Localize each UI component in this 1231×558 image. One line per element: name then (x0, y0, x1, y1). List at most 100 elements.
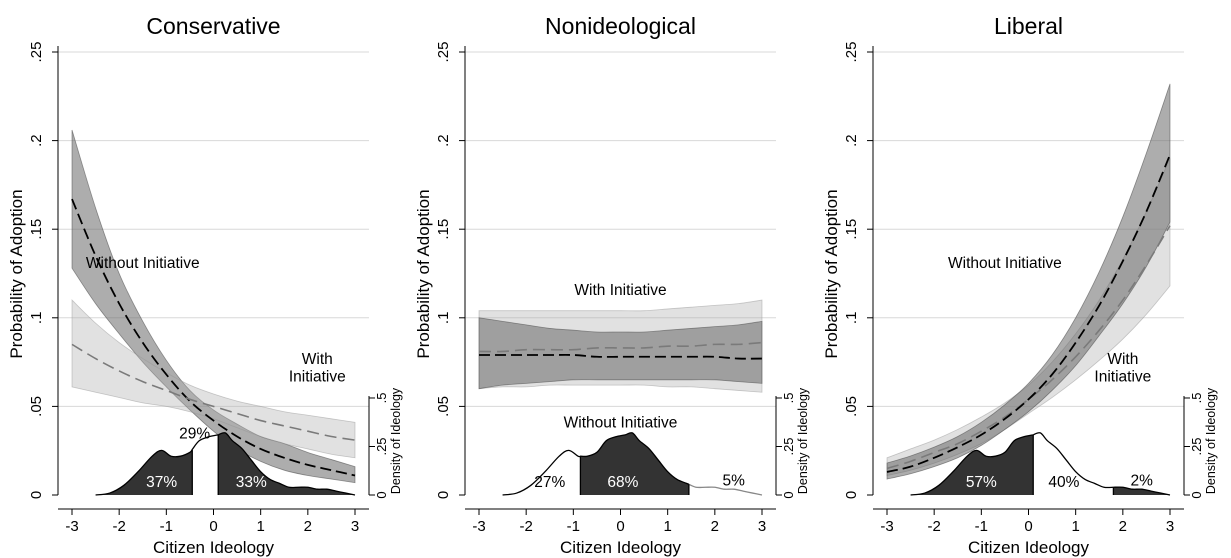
panel-1: 0 .05 .1 .15 .2 .25 -3 -2 -1 0 1 2 3 0 .25 .5 Probabilit… (414, 13, 810, 557)
y-axis-title: Probability of Adoption (7, 189, 26, 358)
density-segment (1033, 432, 1114, 495)
series-line-without (71, 198, 356, 477)
annotation-pct-left: 27% (534, 474, 565, 491)
annotation-with-label-1: With (302, 351, 333, 368)
y-tick-label: 0 (28, 491, 45, 499)
density-curve (580, 432, 690, 485)
density-segment (910, 434, 1034, 495)
y-tick-label: .05 (28, 396, 45, 417)
x-tick-label: 1 (1071, 518, 1079, 535)
x-tick-label: -1 (160, 518, 173, 535)
panel-0: 0 .05 .1 .15 .2 .25 -3 -2 -1 0 1 2 3 0 .25 .5 Probabilit… (7, 13, 403, 557)
y-axis-title: Probability of Adoption (414, 189, 433, 358)
x-axis-title: Citizen Ideology (153, 538, 274, 557)
y-tick-label: .25 (435, 42, 452, 63)
annotation-pct-left: 57% (966, 474, 997, 491)
ci-band-without (478, 317, 763, 390)
density-segment (95, 449, 193, 495)
y-axis-title: Probability of Adoption (822, 189, 841, 358)
y2-axis-title: Density of Ideology (796, 387, 810, 494)
series-line-with (71, 343, 356, 441)
y2-tick-label: .25 (1189, 437, 1204, 455)
y-tick-label: .2 (28, 134, 45, 147)
x-tick-label: 2 (304, 518, 312, 535)
x-tick-label: -1 (567, 518, 580, 535)
y-tick-label: .05 (843, 396, 860, 417)
density-curve (1113, 486, 1171, 496)
x-tick-label: -2 (519, 518, 532, 535)
x-tick-label: -3 (65, 518, 78, 535)
density-curve (910, 434, 1034, 496)
x-tick-label: 2 (711, 518, 719, 535)
y-tick-label: .2 (843, 134, 860, 147)
x-tick-label: 0 (616, 518, 624, 535)
y2-axis-title: Density of Ideology (1204, 387, 1218, 494)
x-tick-label: -2 (112, 518, 125, 535)
density-segment (1113, 487, 1170, 495)
y-tick-label: .15 (843, 219, 860, 240)
annotation-pct-right: 33% (236, 474, 267, 491)
x-tick-label: -2 (927, 518, 940, 535)
y2-tick-label: 0 (781, 491, 796, 498)
x-tick-label: 0 (1024, 518, 1032, 535)
y-tick-label: .15 (435, 219, 452, 240)
y-tick-label: .1 (843, 312, 860, 325)
density-curve (1032, 432, 1114, 489)
ci-band-without (886, 83, 1171, 480)
x-tick-label: -3 (880, 518, 893, 535)
x-tick-label: 3 (1166, 518, 1174, 535)
y2-tick-label: 0 (1189, 491, 1204, 498)
ci-band-without (71, 129, 356, 484)
density-segment (192, 434, 219, 495)
y2-axis-title: Density of Ideology (389, 387, 403, 494)
density-curve (191, 434, 219, 450)
annotation-pct-left: 37% (146, 474, 177, 491)
x-tick-label: 1 (663, 518, 671, 535)
density-curve (95, 448, 193, 496)
y-tick-label: .1 (435, 312, 452, 325)
annotation-pct-mid: 29% (179, 425, 210, 442)
density-curve (502, 449, 581, 496)
panel-title: Conservative (146, 13, 280, 39)
annotation-without-label: Without Initiative (86, 255, 200, 272)
y2-tick-label: .5 (1189, 393, 1204, 404)
x-tick-label: 3 (758, 518, 766, 535)
annotation-without-label: Without Initiative (948, 255, 1062, 272)
y2-tick-label: .5 (374, 393, 389, 404)
annotation-pct-mid: 68% (607, 474, 638, 491)
y2-tick-label: .25 (781, 437, 796, 455)
series-line-with (886, 225, 1171, 470)
x-tick-label: -1 (975, 518, 988, 535)
y-tick-label: 0 (435, 491, 452, 499)
density-segment (218, 432, 355, 495)
annotation-with-label-1: With (1107, 351, 1138, 368)
panel-title: Liberal (994, 13, 1063, 39)
y-tick-label: .25 (28, 42, 45, 63)
x-axis-title: Citizen Ideology (968, 538, 1089, 557)
density-curve (217, 432, 356, 496)
x-tick-label: 3 (351, 518, 359, 535)
y-tick-label: 0 (843, 491, 860, 499)
panel-2: 0 .05 .1 .15 .2 .25 -3 -2 -1 0 1 2 3 0 .25 .5 Probabilit… (822, 13, 1218, 557)
y-tick-label: .25 (843, 42, 860, 63)
y2-tick-label: .25 (374, 437, 389, 455)
x-axis-title: Citizen Ideology (560, 538, 681, 557)
y2-tick-label: .5 (781, 393, 796, 404)
panel-title: Nonideological (545, 13, 696, 39)
density-segment (580, 432, 689, 495)
annotation-pct-right: 2% (1130, 472, 1153, 489)
annotation-with-label-2: Initiative (289, 369, 346, 386)
y-tick-label: .05 (435, 396, 452, 417)
x-tick-label: -3 (472, 518, 485, 535)
annotation-with-label-2: Initiative (1094, 369, 1151, 386)
annotation-pct-right: 5% (722, 472, 745, 489)
annotation-with-label: With Initiative (574, 282, 666, 299)
x-tick-label: 1 (256, 518, 264, 535)
y-tick-label: .15 (28, 219, 45, 240)
density-curve (688, 483, 763, 496)
x-tick-label: 0 (209, 518, 217, 535)
series-line-with (478, 341, 763, 353)
annotation-without-label: Without Initiative (564, 415, 678, 432)
y2-tick-label: 0 (374, 491, 389, 498)
